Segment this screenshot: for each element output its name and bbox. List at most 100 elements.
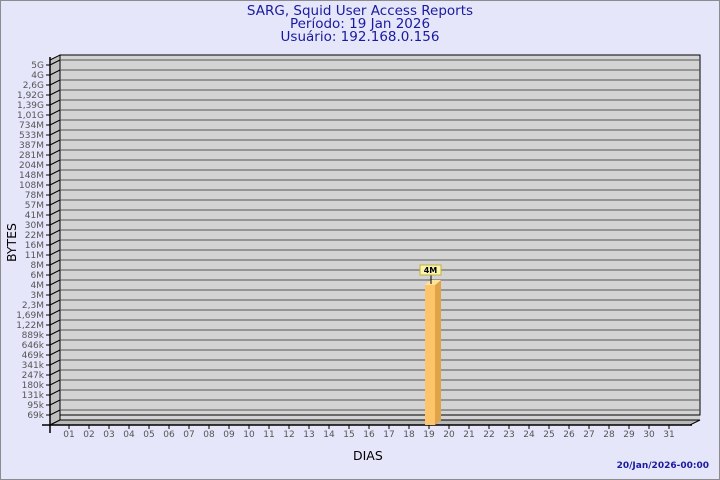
y-tick-label: 78M xyxy=(25,191,44,201)
y-tick-slant xyxy=(49,329,61,336)
chart-period: Período: 19 Jan 2026 xyxy=(289,16,431,32)
y-tick-slant xyxy=(49,259,61,266)
x-tick-label: 13 xyxy=(303,430,314,440)
y-tick-label: 734M xyxy=(19,121,44,131)
y-tick-label: 1,01G xyxy=(17,111,44,121)
y-tick-label: 533M xyxy=(19,131,44,141)
y-tick-slant xyxy=(49,229,61,236)
y-tick-label: 4M xyxy=(31,281,45,291)
y-tick-slant xyxy=(49,169,61,176)
x-tick-label: 09 xyxy=(223,430,235,440)
x-tick-label: 05 xyxy=(143,430,154,440)
x-tick-label: 10 xyxy=(243,430,255,440)
back-border xyxy=(59,54,701,416)
y-tick-slant xyxy=(49,409,61,416)
x-tick-label: 15 xyxy=(343,430,354,440)
y-tick-slant xyxy=(49,179,61,186)
y-tick-slant xyxy=(49,319,61,326)
data-label-box xyxy=(419,264,442,276)
y-tick-slant xyxy=(49,299,61,306)
y-tick-label: 469k xyxy=(22,351,45,361)
y-tick-slant xyxy=(49,99,61,106)
y-tick-slant xyxy=(49,269,61,276)
y-tick-slant xyxy=(49,339,61,346)
x-tick-label: 23 xyxy=(503,430,514,440)
y-tick-label: 41M xyxy=(25,211,44,221)
y-tick-label: 95k xyxy=(27,401,44,411)
y-tick-slant xyxy=(49,209,61,216)
y-tick-label: 1,39G xyxy=(17,101,44,111)
x-tick-label: 16 xyxy=(363,430,375,440)
y-tick-label: 108M xyxy=(19,181,44,191)
bar-side xyxy=(435,280,441,425)
y-tick-label: 69k xyxy=(27,411,44,421)
y-tick-label: 247k xyxy=(22,371,45,381)
y-tick-label: 2,6G xyxy=(23,81,44,91)
y-tick-slant xyxy=(49,189,61,196)
y-tick-slant xyxy=(49,239,61,246)
y-tick-label: 22M xyxy=(25,231,44,241)
y-axis-label: BYTES xyxy=(4,223,19,262)
x-tick-label: 14 xyxy=(323,430,335,440)
x-tick-label: 07 xyxy=(183,430,194,440)
x-tick-label: 27 xyxy=(583,430,594,440)
y-tick-slant xyxy=(49,79,61,86)
y-tick-slant xyxy=(49,369,61,376)
x-tick-label: 11 xyxy=(263,430,274,440)
x-tick-label: 28 xyxy=(603,430,615,440)
y-tick-label: 30M xyxy=(25,221,44,231)
y-tick-slant xyxy=(49,389,61,396)
y-tick-slant xyxy=(49,139,61,146)
y-tick-label: 57M xyxy=(25,201,44,211)
y-tick-label: 2,3M xyxy=(22,301,44,311)
x-tick-label: 20 xyxy=(443,430,455,440)
x-tick-label: 06 xyxy=(163,430,175,440)
y-tick-slant xyxy=(49,289,61,296)
generated-timestamp: 20/Jan/2026-00:00 xyxy=(616,461,709,471)
x-tick-label: 02 xyxy=(83,430,94,440)
y-tick-label: 1,69M xyxy=(16,311,44,321)
y-tick-label: 131k xyxy=(22,391,45,401)
x-tick-label: 25 xyxy=(543,430,554,440)
y-tick-label: 11M xyxy=(25,251,44,261)
y-tick-label: 1,92G xyxy=(17,91,44,101)
y-tick-slant xyxy=(49,399,61,406)
y-tick-slant xyxy=(49,249,61,256)
bar-top xyxy=(425,280,441,285)
y-tick-slant xyxy=(49,109,61,116)
y-tick-label: 180k xyxy=(22,381,45,391)
y-tick-label: 16M xyxy=(25,241,44,251)
x-tick-label: 22 xyxy=(483,430,494,440)
x-tick-label: 19 xyxy=(423,430,435,440)
y-tick-slant xyxy=(49,119,61,126)
x-tick-label: 01 xyxy=(63,430,74,440)
y-tick-slant xyxy=(49,309,61,316)
y-tick-label: 341k xyxy=(22,361,45,371)
x-tick-label: 26 xyxy=(563,430,575,440)
x-tick-label: 24 xyxy=(523,430,535,440)
chart-user: Usuário: 192.168.0.156 xyxy=(280,29,440,45)
y-tick-slant xyxy=(49,129,61,136)
y-tick-label: 889k xyxy=(22,331,45,341)
y-tick-label: 1,22M xyxy=(16,321,44,331)
y-tick-slant xyxy=(49,69,61,76)
y-tick-label: 646k xyxy=(22,341,45,351)
y-tick-label: 8M xyxy=(31,261,45,271)
x-tick-label: 08 xyxy=(203,430,215,440)
x-tick-label: 12 xyxy=(283,430,294,440)
y-tick-slant xyxy=(49,149,61,156)
y-tick-label: 6M xyxy=(31,271,45,281)
y-tick-slant xyxy=(49,219,61,226)
x-tick-label: 29 xyxy=(623,430,635,440)
y-tick-label: 204M xyxy=(19,161,44,171)
y-tick-slant xyxy=(49,279,61,286)
bar xyxy=(425,285,435,425)
x-axis-label: DIAS xyxy=(353,448,383,463)
y-tick-slant xyxy=(49,379,61,386)
x-tick-label: 18 xyxy=(403,430,415,440)
y-tick-slant xyxy=(49,59,61,66)
x-tick-label: 03 xyxy=(103,430,114,440)
data-label: 4M xyxy=(424,266,438,275)
x-tick-label: 31 xyxy=(663,430,674,440)
